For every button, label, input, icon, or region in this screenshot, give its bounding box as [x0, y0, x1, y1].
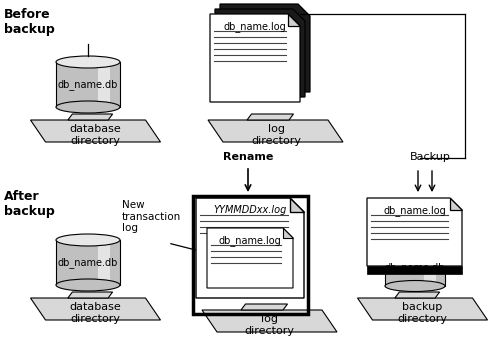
Polygon shape: [202, 310, 337, 332]
Text: db_name.db: db_name.db: [58, 79, 118, 90]
Ellipse shape: [385, 240, 445, 251]
Polygon shape: [196, 198, 304, 298]
Polygon shape: [207, 228, 293, 288]
Text: After
backup: After backup: [4, 190, 55, 218]
Text: New
transaction
log: New transaction log: [122, 200, 181, 233]
Text: db_name.db: db_name.db: [58, 258, 118, 268]
Polygon shape: [30, 120, 161, 142]
Polygon shape: [68, 292, 113, 298]
Text: database
directory: database directory: [69, 124, 121, 146]
Text: db_name.db: db_name.db: [385, 262, 445, 273]
Polygon shape: [98, 240, 110, 285]
Polygon shape: [290, 198, 304, 212]
Polygon shape: [68, 114, 113, 120]
Polygon shape: [288, 14, 300, 26]
Polygon shape: [424, 246, 436, 286]
Polygon shape: [385, 246, 445, 286]
Ellipse shape: [56, 56, 120, 68]
Text: db_name.log: db_name.log: [383, 205, 446, 216]
Polygon shape: [241, 304, 288, 310]
Text: YYMMDDxx.log: YYMMDDxx.log: [213, 205, 287, 215]
FancyBboxPatch shape: [367, 266, 462, 274]
Polygon shape: [395, 292, 440, 298]
Polygon shape: [283, 228, 293, 238]
Ellipse shape: [385, 280, 445, 291]
Polygon shape: [220, 4, 310, 92]
Text: log
directory: log directory: [244, 314, 294, 336]
Text: Before
backup: Before backup: [4, 8, 55, 36]
Polygon shape: [56, 240, 120, 285]
Polygon shape: [450, 198, 462, 210]
Polygon shape: [56, 62, 120, 107]
Text: backup
directory: backup directory: [397, 302, 447, 324]
Ellipse shape: [56, 279, 120, 291]
Text: db_name.log: db_name.log: [219, 235, 281, 246]
Ellipse shape: [56, 234, 120, 246]
Text: db_name.log: db_name.log: [223, 21, 286, 32]
Polygon shape: [367, 198, 462, 266]
Polygon shape: [30, 298, 161, 320]
Polygon shape: [98, 62, 110, 107]
Ellipse shape: [56, 101, 120, 113]
Text: log
directory: log directory: [251, 124, 301, 146]
Text: Rename: Rename: [223, 152, 273, 162]
Polygon shape: [208, 120, 343, 142]
Polygon shape: [215, 9, 305, 97]
Polygon shape: [358, 298, 488, 320]
Polygon shape: [210, 14, 300, 102]
Text: database
directory: database directory: [69, 302, 121, 324]
Polygon shape: [247, 114, 294, 120]
Text: Backup: Backup: [410, 152, 450, 162]
